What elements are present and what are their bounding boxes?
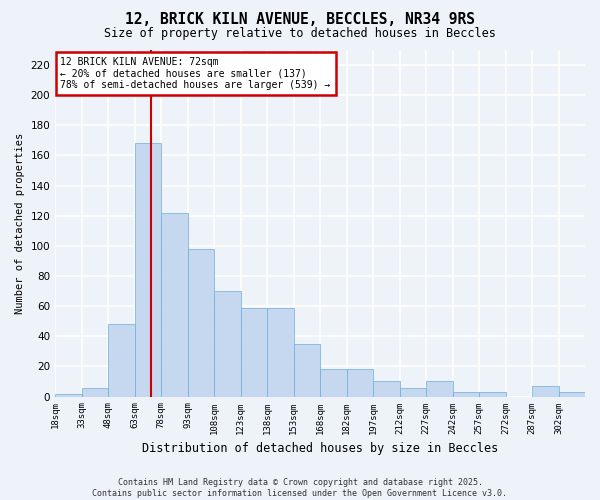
Bar — [373, 382, 400, 396]
Text: Size of property relative to detached houses in Beccles: Size of property relative to detached ho… — [104, 28, 496, 40]
Y-axis label: Number of detached properties: Number of detached properties — [15, 132, 25, 314]
Bar — [188, 249, 214, 396]
Bar — [293, 344, 320, 397]
X-axis label: Distribution of detached houses by size in Beccles: Distribution of detached houses by size … — [142, 442, 498, 455]
Bar — [214, 291, 241, 397]
Bar — [400, 388, 426, 396]
Bar — [108, 324, 134, 396]
Bar — [347, 370, 373, 396]
Bar — [134, 144, 161, 396]
Bar — [241, 308, 267, 396]
Bar — [532, 386, 559, 396]
Bar — [426, 382, 452, 396]
Text: Contains HM Land Registry data © Crown copyright and database right 2025.
Contai: Contains HM Land Registry data © Crown c… — [92, 478, 508, 498]
Bar — [55, 394, 82, 396]
Text: 12, BRICK KILN AVENUE, BECCLES, NR34 9RS: 12, BRICK KILN AVENUE, BECCLES, NR34 9RS — [125, 12, 475, 28]
Bar — [479, 392, 506, 396]
Bar — [161, 212, 188, 396]
Bar — [82, 388, 108, 396]
Bar — [267, 308, 293, 396]
Text: 12 BRICK KILN AVENUE: 72sqm
← 20% of detached houses are smaller (137)
78% of se: 12 BRICK KILN AVENUE: 72sqm ← 20% of det… — [61, 57, 331, 90]
Bar — [559, 392, 585, 396]
Bar — [320, 370, 347, 396]
Bar — [452, 392, 479, 396]
